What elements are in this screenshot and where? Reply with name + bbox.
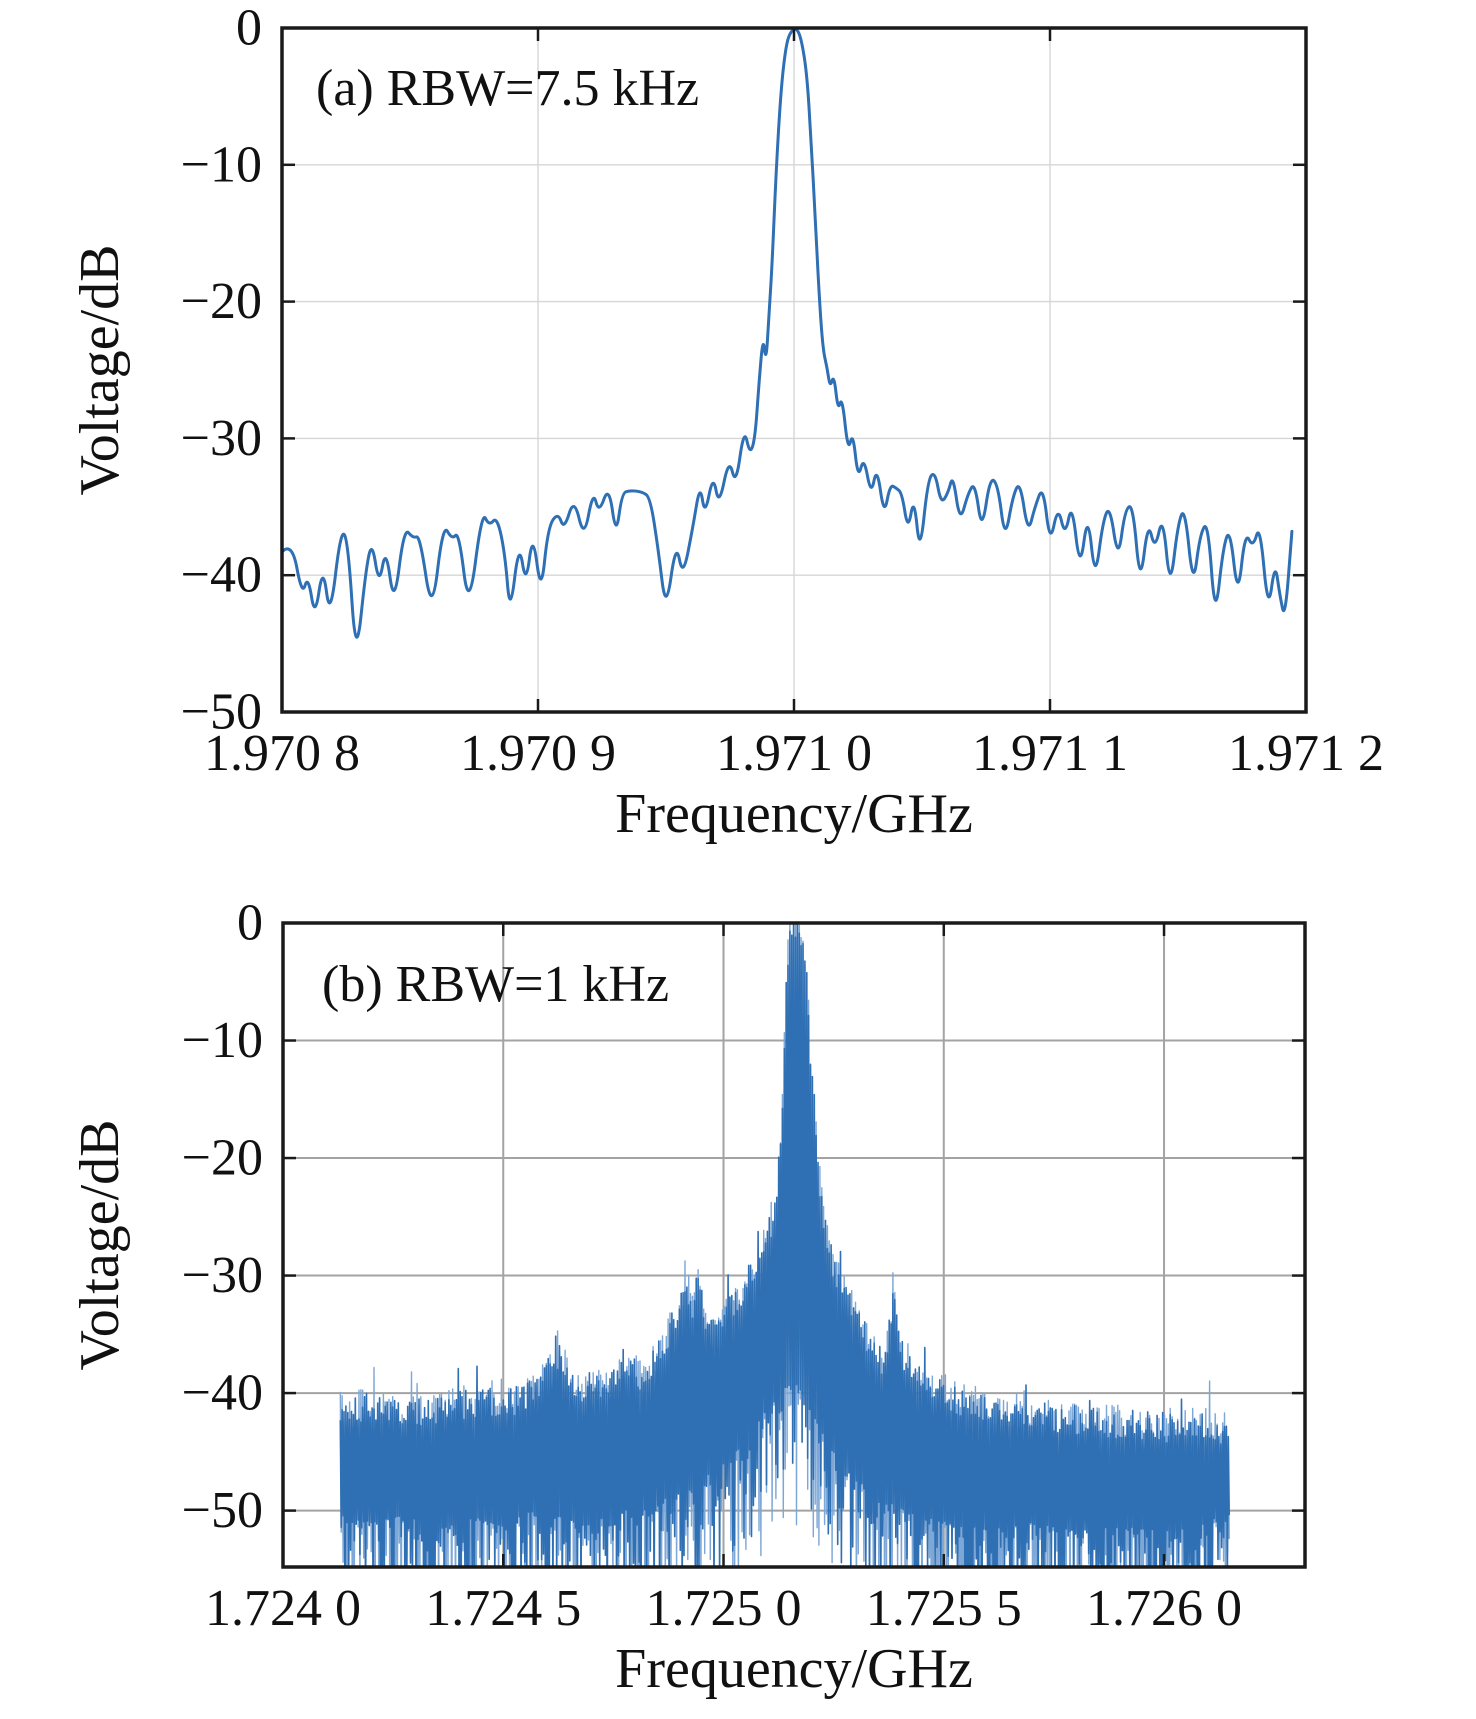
x-tick-label: 1.970 9 <box>460 725 616 782</box>
panel-title: (b) RBW=1 kHz <box>322 956 669 1013</box>
panel-b-spectrum: 1.724 0 1.724 5 1.725 0 1.725 5 1.726 0 0 −10 −… <box>69 895 1307 1700</box>
x-tick-label: 1.725 5 <box>866 1580 1022 1637</box>
tick-marks <box>280 26 1308 714</box>
panel-title: (a) RBW=7.5 kHz <box>316 60 699 117</box>
y-tick-label: −10 <box>182 1012 263 1069</box>
y-axis-label: Voltage/dB <box>69 245 131 496</box>
y-tick-label: −10 <box>181 136 262 193</box>
grid <box>281 27 1307 713</box>
x-tick-label: 1.970 8 <box>204 725 360 782</box>
x-tick-label: 1.971 2 <box>1228 725 1384 782</box>
x-tick-label: 1.724 5 <box>425 1580 581 1637</box>
panel-a-spectrum: 1.970 8 1.970 9 1.971 0 1.971 1 1.971 2 0 −10 −… <box>69 0 1384 845</box>
x-axis-label: Frequency/GHz <box>615 783 973 845</box>
y-tick-label: −30 <box>181 410 262 467</box>
y-tick-label: −40 <box>181 547 262 604</box>
tick-marks <box>281 921 1305 1567</box>
noise-trace <box>339 923 1230 1567</box>
x-tick-label: 1.725 0 <box>646 1580 802 1637</box>
y-tick-label: −50 <box>181 684 262 741</box>
series-layer <box>282 28 1294 639</box>
y-tick-label: 0 <box>236 0 262 57</box>
y-tick-label: 0 <box>237 895 263 952</box>
x-tick-label: 1.971 1 <box>972 725 1128 782</box>
x-tick-label: 1.726 0 <box>1086 1580 1242 1637</box>
y-tick-label: −50 <box>182 1482 263 1539</box>
y-axis-label: Voltage/dB <box>69 1120 131 1371</box>
y-tick-label: −30 <box>182 1247 263 1304</box>
y-tick-label: −20 <box>181 273 262 330</box>
series-layer <box>339 923 1230 1567</box>
x-tick-label: 1.971 0 <box>716 725 872 782</box>
x-axis-label: Frequency/GHz <box>615 1638 973 1700</box>
y-tick-label: −20 <box>182 1130 263 1187</box>
plot-frame <box>281 921 1307 1569</box>
y-tick-label: −40 <box>182 1365 263 1422</box>
spectrum-trace <box>282 28 1294 639</box>
x-tick-label: 1.724 0 <box>205 1580 361 1637</box>
